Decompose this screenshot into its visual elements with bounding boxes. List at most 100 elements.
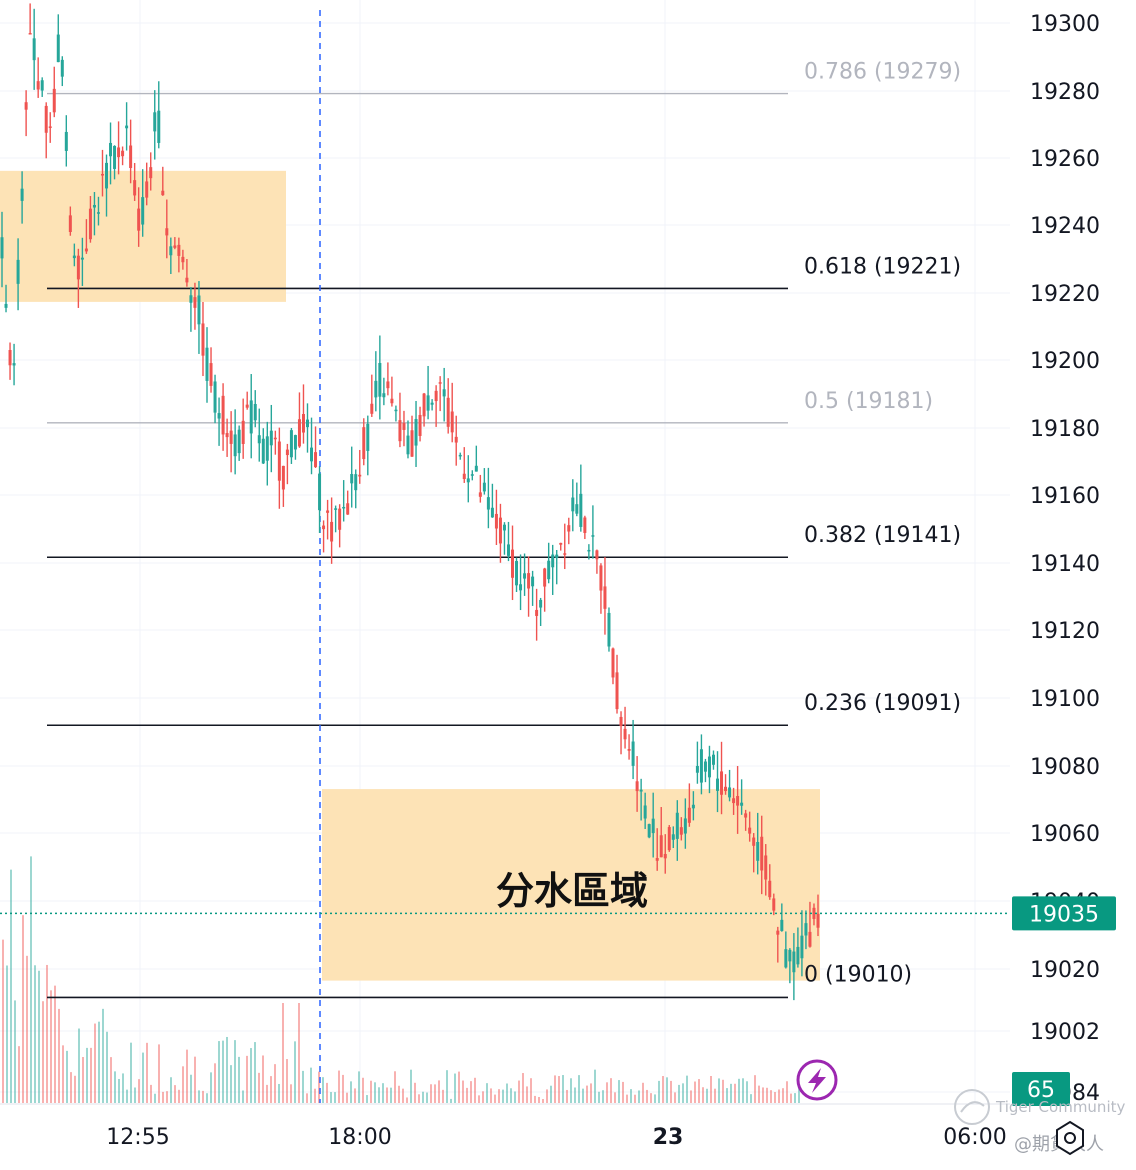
candle-body	[659, 835, 663, 858]
volume-bar	[178, 1089, 180, 1103]
candle-body	[527, 573, 531, 589]
settings-hex-icon[interactable]	[1056, 1120, 1084, 1156]
volume-bar	[250, 1048, 252, 1103]
settings-dot	[1064, 1132, 1076, 1144]
candle-body	[450, 411, 454, 433]
volume-bar	[26, 955, 28, 1103]
candle-body	[225, 433, 229, 438]
volume-bar	[574, 1087, 576, 1103]
volume-bar	[650, 1093, 652, 1103]
candle-body	[297, 419, 301, 447]
candle-body	[679, 827, 683, 835]
volume-bar	[642, 1082, 644, 1103]
volume-bar	[66, 1050, 68, 1103]
candle-body	[257, 435, 261, 444]
volume-bar	[494, 1094, 496, 1103]
candle-body	[76, 255, 80, 280]
volume-bar	[78, 1028, 80, 1103]
candle-body	[699, 749, 703, 783]
volume-bar	[218, 1041, 220, 1103]
volume-bar	[518, 1080, 520, 1103]
candle-body	[703, 761, 707, 772]
candle-body	[237, 429, 241, 454]
candle-body	[539, 599, 543, 608]
candle-body	[121, 150, 125, 157]
candle-body	[454, 436, 458, 443]
candle-body	[149, 167, 153, 179]
volume-bar	[522, 1073, 524, 1103]
volume-bar	[54, 985, 56, 1103]
volume-bar	[690, 1090, 692, 1103]
x-tick-label: 23	[653, 1125, 684, 1150]
candle-body	[531, 576, 535, 587]
candle-body	[109, 142, 113, 157]
volume-bar	[358, 1071, 360, 1103]
candle-body	[96, 212, 100, 214]
candle-body	[748, 827, 752, 834]
candle-body	[498, 517, 502, 544]
fib-label: 0.786 (19279)	[804, 60, 961, 85]
candle-body	[165, 228, 169, 236]
volume-bar	[742, 1078, 744, 1103]
fib-label: 0 (19010)	[804, 962, 912, 987]
volume-bar	[42, 1001, 44, 1103]
volume-bar	[406, 1097, 408, 1103]
volume-bar	[370, 1080, 372, 1103]
candle-body	[265, 436, 269, 461]
volume-bar	[38, 970, 40, 1103]
volume-bar	[150, 1084, 152, 1103]
volume-bar	[598, 1091, 600, 1103]
candle-body	[430, 402, 434, 405]
volume-bar	[754, 1075, 756, 1103]
candle-body	[466, 478, 470, 483]
candle-body	[716, 778, 720, 791]
candle-body	[426, 395, 430, 411]
volume-bar	[490, 1088, 492, 1103]
lightning-button[interactable]	[796, 1059, 838, 1101]
volume-bar	[782, 1088, 784, 1103]
volume-bar	[350, 1081, 352, 1103]
candle-body	[277, 441, 281, 481]
volume-bar	[382, 1083, 384, 1103]
volume-bar	[662, 1076, 664, 1103]
candle-body	[410, 430, 414, 457]
volume-bar	[506, 1083, 508, 1103]
volume-bar	[14, 1000, 16, 1103]
candle-body	[269, 430, 273, 446]
candle-body	[756, 841, 760, 861]
candle-body	[354, 474, 358, 491]
candle-body	[233, 434, 237, 457]
candle-body	[0, 237, 4, 259]
candle-body	[651, 818, 655, 834]
volume-bar	[582, 1088, 584, 1103]
volume-bar	[562, 1075, 564, 1103]
volume-bar	[558, 1076, 560, 1103]
volume-bar	[334, 1092, 336, 1103]
y-tick-label: 19002	[1030, 1020, 1100, 1045]
volume-bar	[210, 1072, 212, 1103]
volume-bar	[722, 1079, 724, 1103]
candle-body	[177, 244, 181, 256]
y-tick-label: 19020	[1030, 958, 1100, 983]
volume-bar	[286, 1059, 288, 1103]
volume-bar	[114, 1071, 116, 1103]
volume-bar	[770, 1090, 772, 1103]
candle-body	[113, 145, 117, 169]
volume-bar	[142, 1052, 144, 1103]
candle-body	[305, 419, 309, 428]
volume-bar	[138, 1079, 140, 1103]
candle-body	[88, 208, 92, 240]
volume-bar	[290, 1084, 292, 1103]
candle-body	[301, 413, 305, 433]
candle-body	[695, 765, 699, 773]
settings-button[interactable]	[1056, 1120, 1084, 1156]
y-tick-label: 19140	[1030, 552, 1100, 577]
candle-body	[724, 786, 728, 792]
volume-bar	[714, 1088, 716, 1103]
volume-bar	[482, 1091, 484, 1103]
candle-body	[707, 756, 711, 778]
volume-bar	[502, 1089, 504, 1103]
volume-bar	[530, 1078, 532, 1103]
volume-bar	[330, 1092, 332, 1103]
candle-body	[671, 834, 675, 840]
